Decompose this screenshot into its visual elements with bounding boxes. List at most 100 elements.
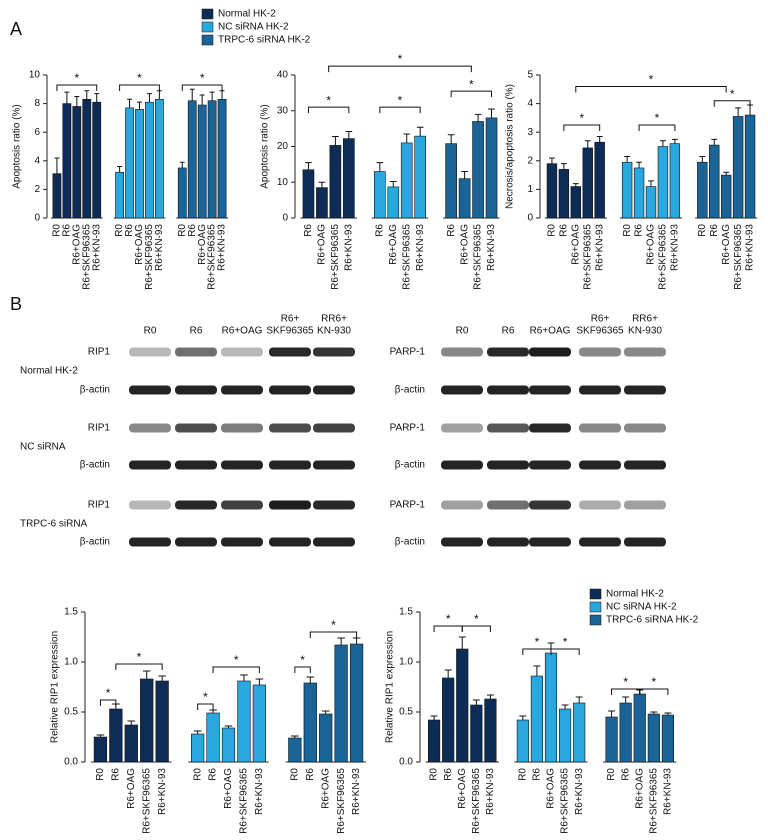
error-bar — [240, 674, 248, 681]
blot-band — [313, 537, 355, 547]
bar — [470, 704, 483, 763]
error-bar — [561, 704, 569, 709]
error-bar — [533, 665, 541, 676]
y-tick-label: 5 — [527, 70, 533, 81]
error-bar — [430, 715, 438, 720]
error-bar — [305, 162, 312, 170]
blot-band — [175, 500, 217, 510]
panel-label: A — [10, 19, 22, 39]
blot-band — [129, 500, 171, 510]
error-bar — [142, 670, 151, 679]
significance-bracket — [99, 699, 117, 706]
x-tick-label: R6 — [187, 224, 198, 237]
blot-band — [487, 347, 529, 357]
significance-bracket — [56, 84, 98, 92]
significance-mark: * — [563, 635, 568, 649]
error-bar — [345, 130, 353, 139]
legend-swatch — [201, 8, 214, 20]
x-tick-label: R6+KN-93 — [351, 768, 362, 815]
error-bar — [209, 91, 215, 101]
x-tick-label: R0 — [606, 768, 617, 781]
legend-label: TRPC-6 siRNA HK-2 — [606, 615, 699, 626]
x-tick-label: R6 — [305, 768, 316, 781]
bar — [647, 713, 660, 763]
significance-mark: * — [651, 675, 656, 689]
error-bar — [650, 711, 658, 714]
bar — [334, 644, 348, 763]
error-bar — [224, 725, 233, 728]
error-bar — [332, 135, 339, 146]
bar — [62, 103, 72, 219]
blot-protein-label: PARP-1 — [390, 500, 426, 511]
significance-mark: * — [203, 690, 208, 704]
error-bar — [64, 91, 70, 104]
bar — [124, 724, 138, 763]
x-tick-label: R0 — [289, 768, 300, 781]
bar — [319, 713, 333, 763]
blot-band — [269, 537, 311, 547]
bar — [177, 167, 187, 219]
blot-band — [529, 423, 571, 433]
y-axis-label: Relative RIP1 expression — [50, 631, 61, 743]
error-bar — [474, 113, 482, 122]
error-bar — [444, 669, 452, 678]
bar — [197, 104, 207, 219]
error-bar — [337, 637, 345, 645]
error-bar — [648, 180, 654, 187]
x-tick-label: R6+KN-93 — [663, 768, 674, 815]
error-bar — [458, 636, 466, 649]
error-bar — [96, 734, 105, 737]
blot-band — [529, 347, 571, 357]
error-bar — [255, 678, 264, 685]
bar — [217, 99, 227, 219]
blot-column-label: R6+ — [281, 314, 300, 325]
error-bar — [94, 93, 100, 103]
x-tick-label: R0 — [547, 224, 558, 237]
blot-band — [269, 385, 311, 395]
bar — [594, 141, 605, 219]
y-tick-label: 0 — [527, 213, 533, 224]
bar — [302, 169, 315, 219]
x-tick-label: R6+OAG — [223, 768, 234, 809]
bar — [546, 163, 558, 219]
bar — [633, 167, 645, 219]
blot-band — [175, 347, 217, 357]
bar — [191, 733, 205, 763]
error-bar — [416, 126, 424, 137]
y-tick-label: 1 — [527, 184, 533, 195]
bar — [221, 727, 236, 763]
x-tick-label: R6+OAG — [197, 224, 208, 265]
bar — [135, 109, 144, 219]
x-tick-label: R6+KN-93 — [217, 224, 228, 271]
x-tick-label: R6+OAG — [320, 768, 331, 809]
bar — [544, 652, 558, 763]
significance-bracket — [307, 106, 350, 114]
y-tick-label: 30 — [277, 105, 289, 116]
x-tick-label: R6+SKF96365 — [582, 224, 593, 290]
error-bar — [572, 183, 579, 187]
bar — [187, 100, 197, 219]
blot-band — [529, 460, 571, 470]
x-tick-label: R0 — [517, 768, 528, 781]
blot-band — [313, 460, 355, 470]
blot-band — [487, 423, 529, 433]
legend-label: NC siRNA HK-2 — [218, 22, 289, 33]
error-bar — [447, 134, 455, 144]
bar — [456, 648, 469, 763]
blot-band — [529, 385, 571, 395]
blot-band — [269, 423, 311, 433]
significance-bracket — [115, 663, 163, 670]
significance-mark: * — [623, 675, 628, 689]
legend-swatch — [201, 34, 214, 46]
significance-mark: * — [398, 52, 403, 66]
blot-band — [175, 423, 217, 433]
blot-band — [579, 500, 621, 510]
error-bar — [84, 90, 90, 100]
x-tick-label: R6+SKF96365 — [658, 224, 669, 290]
y-tick-label: 0.5 — [399, 707, 413, 718]
error-bar — [659, 140, 666, 147]
blot-band — [624, 423, 666, 433]
x-tick-label: R6+SKF96365 — [330, 224, 341, 290]
blot-column-label: SKF96365 — [266, 326, 314, 337]
significance-bracket — [433, 625, 463, 632]
